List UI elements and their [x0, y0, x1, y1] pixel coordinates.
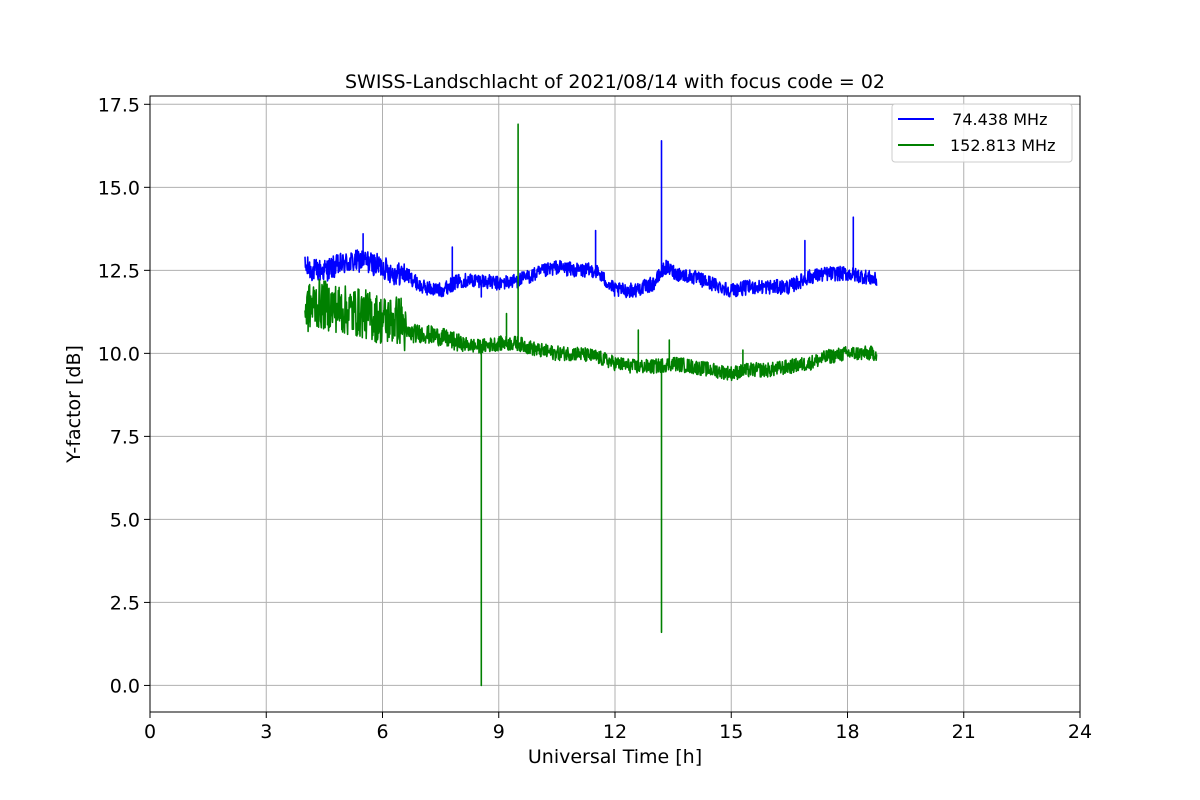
grid-lines	[149, 96, 1081, 712]
axis-ticks: 0 3 6 9 12 15 18 21 24 0.0 2.5 5.0 7.5 10.0 12.5 15.0 17…	[98, 94, 1092, 743]
y-tick-label: 2.5	[110, 592, 140, 614]
series-line-152mhz	[304, 123, 878, 687]
y-tick-label: 5.0	[110, 509, 140, 531]
x-tick-label: 12	[603, 721, 627, 743]
x-tick-label: 0	[144, 721, 156, 743]
y-tick-label: 7.5	[110, 426, 140, 448]
chart-title: SWISS-Landschlacht of 2021/08/14 with fo…	[345, 71, 885, 93]
legend: 74.438 MHz 152.813 MHz	[891, 103, 1073, 163]
x-tick-label: 9	[493, 721, 505, 743]
legend-label-152: 152.813 MHz	[950, 136, 1055, 155]
y-tick-label: 10.0	[98, 343, 140, 365]
y-tick-label: 12.5	[98, 260, 140, 282]
x-tick-label: 15	[719, 721, 743, 743]
x-axis-label: Universal Time [h]	[528, 746, 702, 768]
legend-label-74: 74.438 MHz	[942, 110, 1047, 129]
x-tick-label: 18	[835, 721, 859, 743]
plot-series	[304, 123, 878, 687]
y-tick-label: 0.0	[110, 675, 140, 697]
y-tick-label: 17.5	[98, 94, 140, 116]
x-tick-label: 3	[260, 721, 272, 743]
x-tick-label: 6	[376, 721, 388, 743]
series-line-74mhz	[304, 140, 878, 299]
x-tick-label: 24	[1068, 721, 1092, 743]
legend-box	[891, 103, 1073, 163]
y-axis-label: Y-factor [dB]	[63, 345, 85, 464]
y-tick-label: 15.0	[98, 177, 140, 199]
x-tick-label: 21	[952, 721, 976, 743]
